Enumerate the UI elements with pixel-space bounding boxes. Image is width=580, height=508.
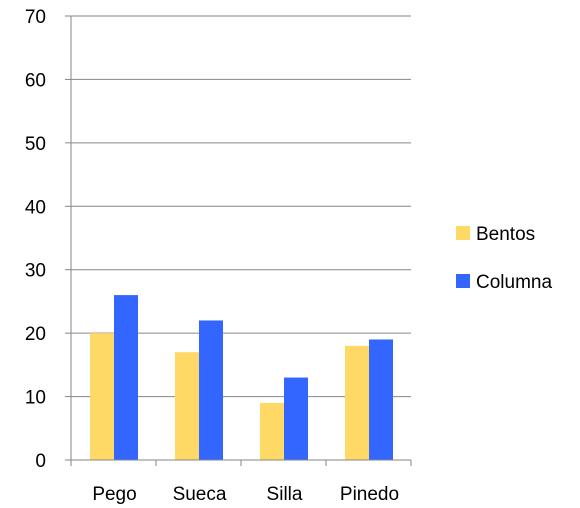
bar-bentos-silla — [260, 402, 284, 460]
y-tick-label: 40 — [25, 197, 46, 218]
y-tick-label: 30 — [25, 261, 46, 282]
x-tick-label: Silla — [267, 484, 303, 505]
legend-swatch-bentos — [456, 226, 470, 240]
bar-bentos-pinedo — [345, 345, 369, 460]
legend-swatch-columna — [456, 274, 470, 288]
y-tick-label: 20 — [25, 324, 46, 345]
bar-bentos-pego — [90, 333, 114, 460]
legend-label-bentos: Bentos — [476, 224, 535, 245]
x-tick-label: Pego — [92, 484, 136, 505]
legend-label-columna: Columna — [476, 272, 552, 293]
bars — [90, 295, 393, 460]
x-tick-label: Sueca — [173, 484, 227, 505]
bar-bentos-sueca — [175, 352, 199, 460]
y-axis-ticks: 0 10 20 30 40 50 60 70 — [25, 7, 71, 472]
legend: Bentos Columna — [456, 224, 552, 293]
bar-columna-sueca — [199, 320, 223, 460]
bar-columna-pego — [114, 295, 138, 460]
bar-columna-pinedo — [369, 339, 393, 460]
x-tick-label: Pinedo — [340, 484, 399, 505]
bar-columna-silla — [284, 377, 308, 460]
y-tick-label: 70 — [25, 7, 46, 28]
y-tick-label: 0 — [35, 451, 46, 472]
y-tick-label: 60 — [25, 70, 46, 91]
y-tick-label: 10 — [25, 388, 46, 409]
y-tick-label: 50 — [25, 134, 46, 155]
x-axis-ticks: Pego Sueca Silla Pinedo — [70, 460, 412, 505]
